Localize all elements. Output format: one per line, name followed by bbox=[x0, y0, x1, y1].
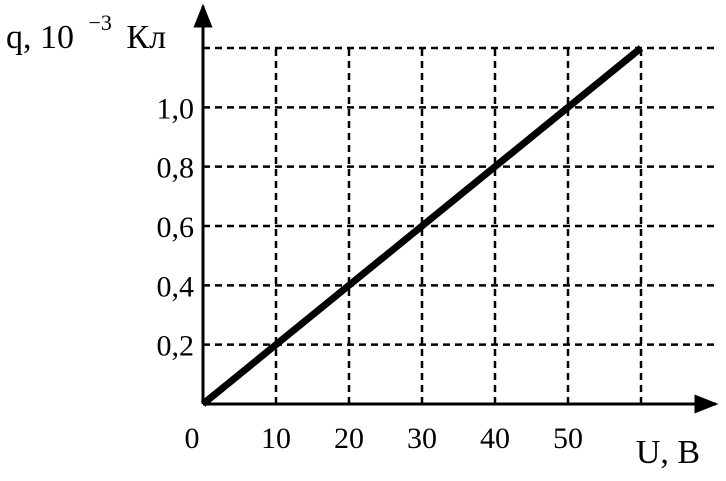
x-tick-label: 40 bbox=[480, 422, 510, 455]
y-tick-label: 0,2 bbox=[157, 330, 195, 363]
y-tick-label: 1,0 bbox=[157, 92, 195, 125]
origin-label: 0 bbox=[185, 422, 200, 455]
x-tick-label: 50 bbox=[553, 422, 583, 455]
x-axis-label: U, В bbox=[636, 434, 700, 471]
x-tick-label: 20 bbox=[334, 422, 364, 455]
series-layer bbox=[200, 45, 644, 407]
y-axis-label-prefix: q, 10 bbox=[6, 19, 74, 56]
x-tick-label: 10 bbox=[261, 422, 291, 455]
x-tick-label: 30 bbox=[407, 422, 437, 455]
y-axis-label-unit: Кл bbox=[126, 19, 166, 56]
y-tick-label: 0,8 bbox=[157, 152, 195, 185]
y-tick-label: 0,6 bbox=[157, 211, 195, 244]
y-tick-label: 0,4 bbox=[157, 270, 195, 303]
grid bbox=[203, 46, 716, 404]
y-axis-label-exponent: −3 bbox=[89, 10, 112, 35]
series-line-0 bbox=[200, 45, 644, 407]
tick-labels: 10 20 30 40 50 0,2 0,4 0,6 0,8 1,0 bbox=[157, 92, 584, 455]
y-axis-label: q, 10 −3 Кл bbox=[6, 1, 166, 56]
